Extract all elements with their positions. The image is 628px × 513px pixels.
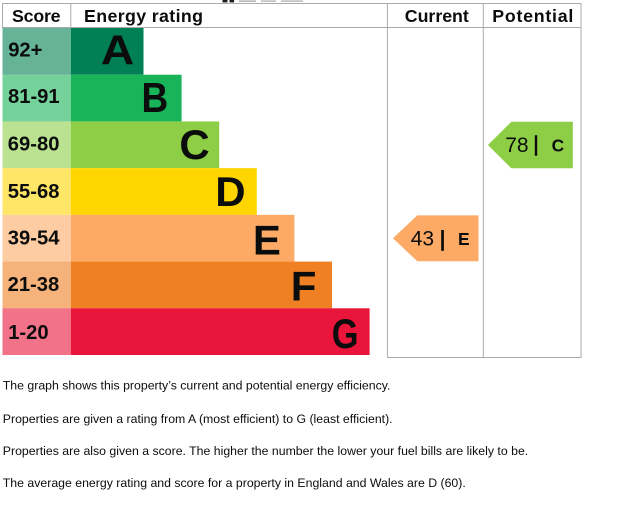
svg-text:69-80: 69-80 bbox=[8, 134, 60, 156]
svg-text:A: A bbox=[101, 27, 134, 74]
svg-text:E: E bbox=[253, 216, 281, 263]
svg-text:Properties are given a rating: Properties are given a rating from A (mo… bbox=[3, 412, 393, 426]
svg-text:81-91: 81-91 bbox=[8, 86, 60, 108]
svg-text:1-20: 1-20 bbox=[8, 322, 48, 344]
svg-text:G: G bbox=[332, 311, 359, 358]
svg-text:C: C bbox=[552, 135, 565, 155]
svg-text:The average energy rating and: The average energy rating and score for … bbox=[3, 476, 466, 490]
svg-text:92+: 92+ bbox=[8, 40, 42, 62]
svg-text:D: D bbox=[215, 168, 245, 215]
svg-text:Potential: Potential bbox=[492, 6, 573, 26]
svg-text:Energy rating: Energy rating bbox=[84, 6, 203, 26]
svg-text:E: E bbox=[458, 229, 470, 249]
svg-text:39-54: 39-54 bbox=[8, 228, 60, 250]
svg-text:21-38: 21-38 bbox=[8, 274, 60, 296]
svg-text:F: F bbox=[291, 262, 317, 309]
svg-text:Properties are also given a sc: Properties are also given a score. The h… bbox=[3, 444, 528, 458]
svg-text:The graph shows this property’: The graph shows this property’s current … bbox=[3, 379, 391, 393]
svg-text:Score: Score bbox=[12, 6, 61, 26]
svg-text:78: 78 bbox=[505, 134, 528, 157]
svg-text:C: C bbox=[179, 121, 209, 168]
svg-text:Current: Current bbox=[405, 6, 469, 26]
svg-text:55-68: 55-68 bbox=[8, 181, 60, 203]
svg-text:43: 43 bbox=[411, 228, 434, 251]
svg-text:B: B bbox=[142, 75, 169, 122]
